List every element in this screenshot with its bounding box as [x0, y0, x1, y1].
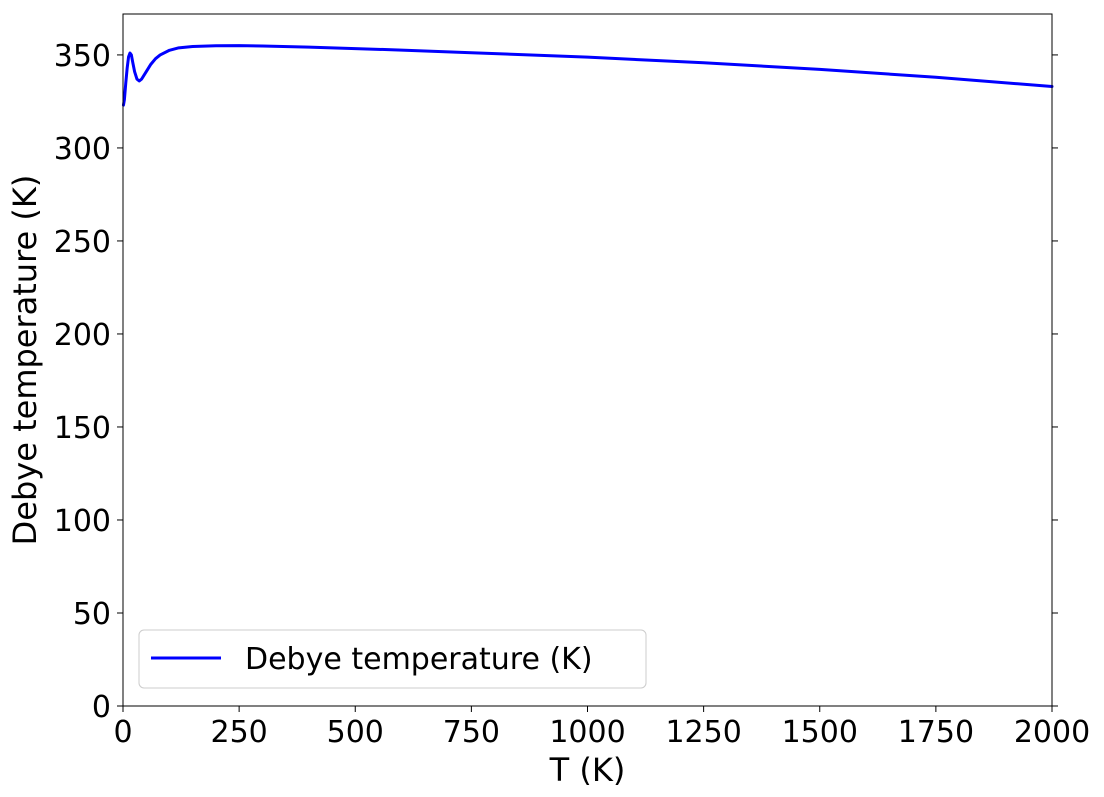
y-tick-label: 350	[54, 39, 111, 74]
y-tick-label: 150	[54, 411, 111, 446]
y-tick-label: 100	[54, 504, 111, 539]
x-tick-label: 1750	[898, 715, 974, 750]
x-tick-label: 1250	[665, 715, 741, 750]
x-tick-label: 750	[443, 715, 500, 750]
y-tick-label: 200	[54, 318, 111, 353]
x-tick-label: 500	[327, 715, 384, 750]
x-tick-label: 250	[210, 715, 267, 750]
x-axis-label: T (K)	[549, 751, 626, 789]
ticks-layer: 0 250 500 750 1000 1250 1500 1750 2000 0 50 100 150 2…	[54, 39, 1090, 750]
y-tick-label: 0	[92, 690, 111, 725]
legend-box	[138, 629, 647, 689]
y-tick-label: 250	[54, 225, 111, 260]
x-tick-label: 1000	[549, 715, 625, 750]
x-tick-label: 2000	[1014, 715, 1090, 750]
legend: Debye temperature (K)	[138, 629, 647, 689]
x-tick-label: 1500	[782, 715, 858, 750]
y-tick-label: 50	[73, 597, 111, 632]
legend-label: Debye temperature (K)	[245, 642, 593, 677]
y-axis-label: Debye temperature (K)	[6, 175, 44, 546]
y-tick-label: 300	[54, 132, 111, 167]
x-tick-label: 0	[113, 715, 132, 750]
plot-layer	[121, 44, 1054, 107]
series-line-0	[121, 44, 1054, 107]
plot-frame	[122, 13, 1053, 707]
